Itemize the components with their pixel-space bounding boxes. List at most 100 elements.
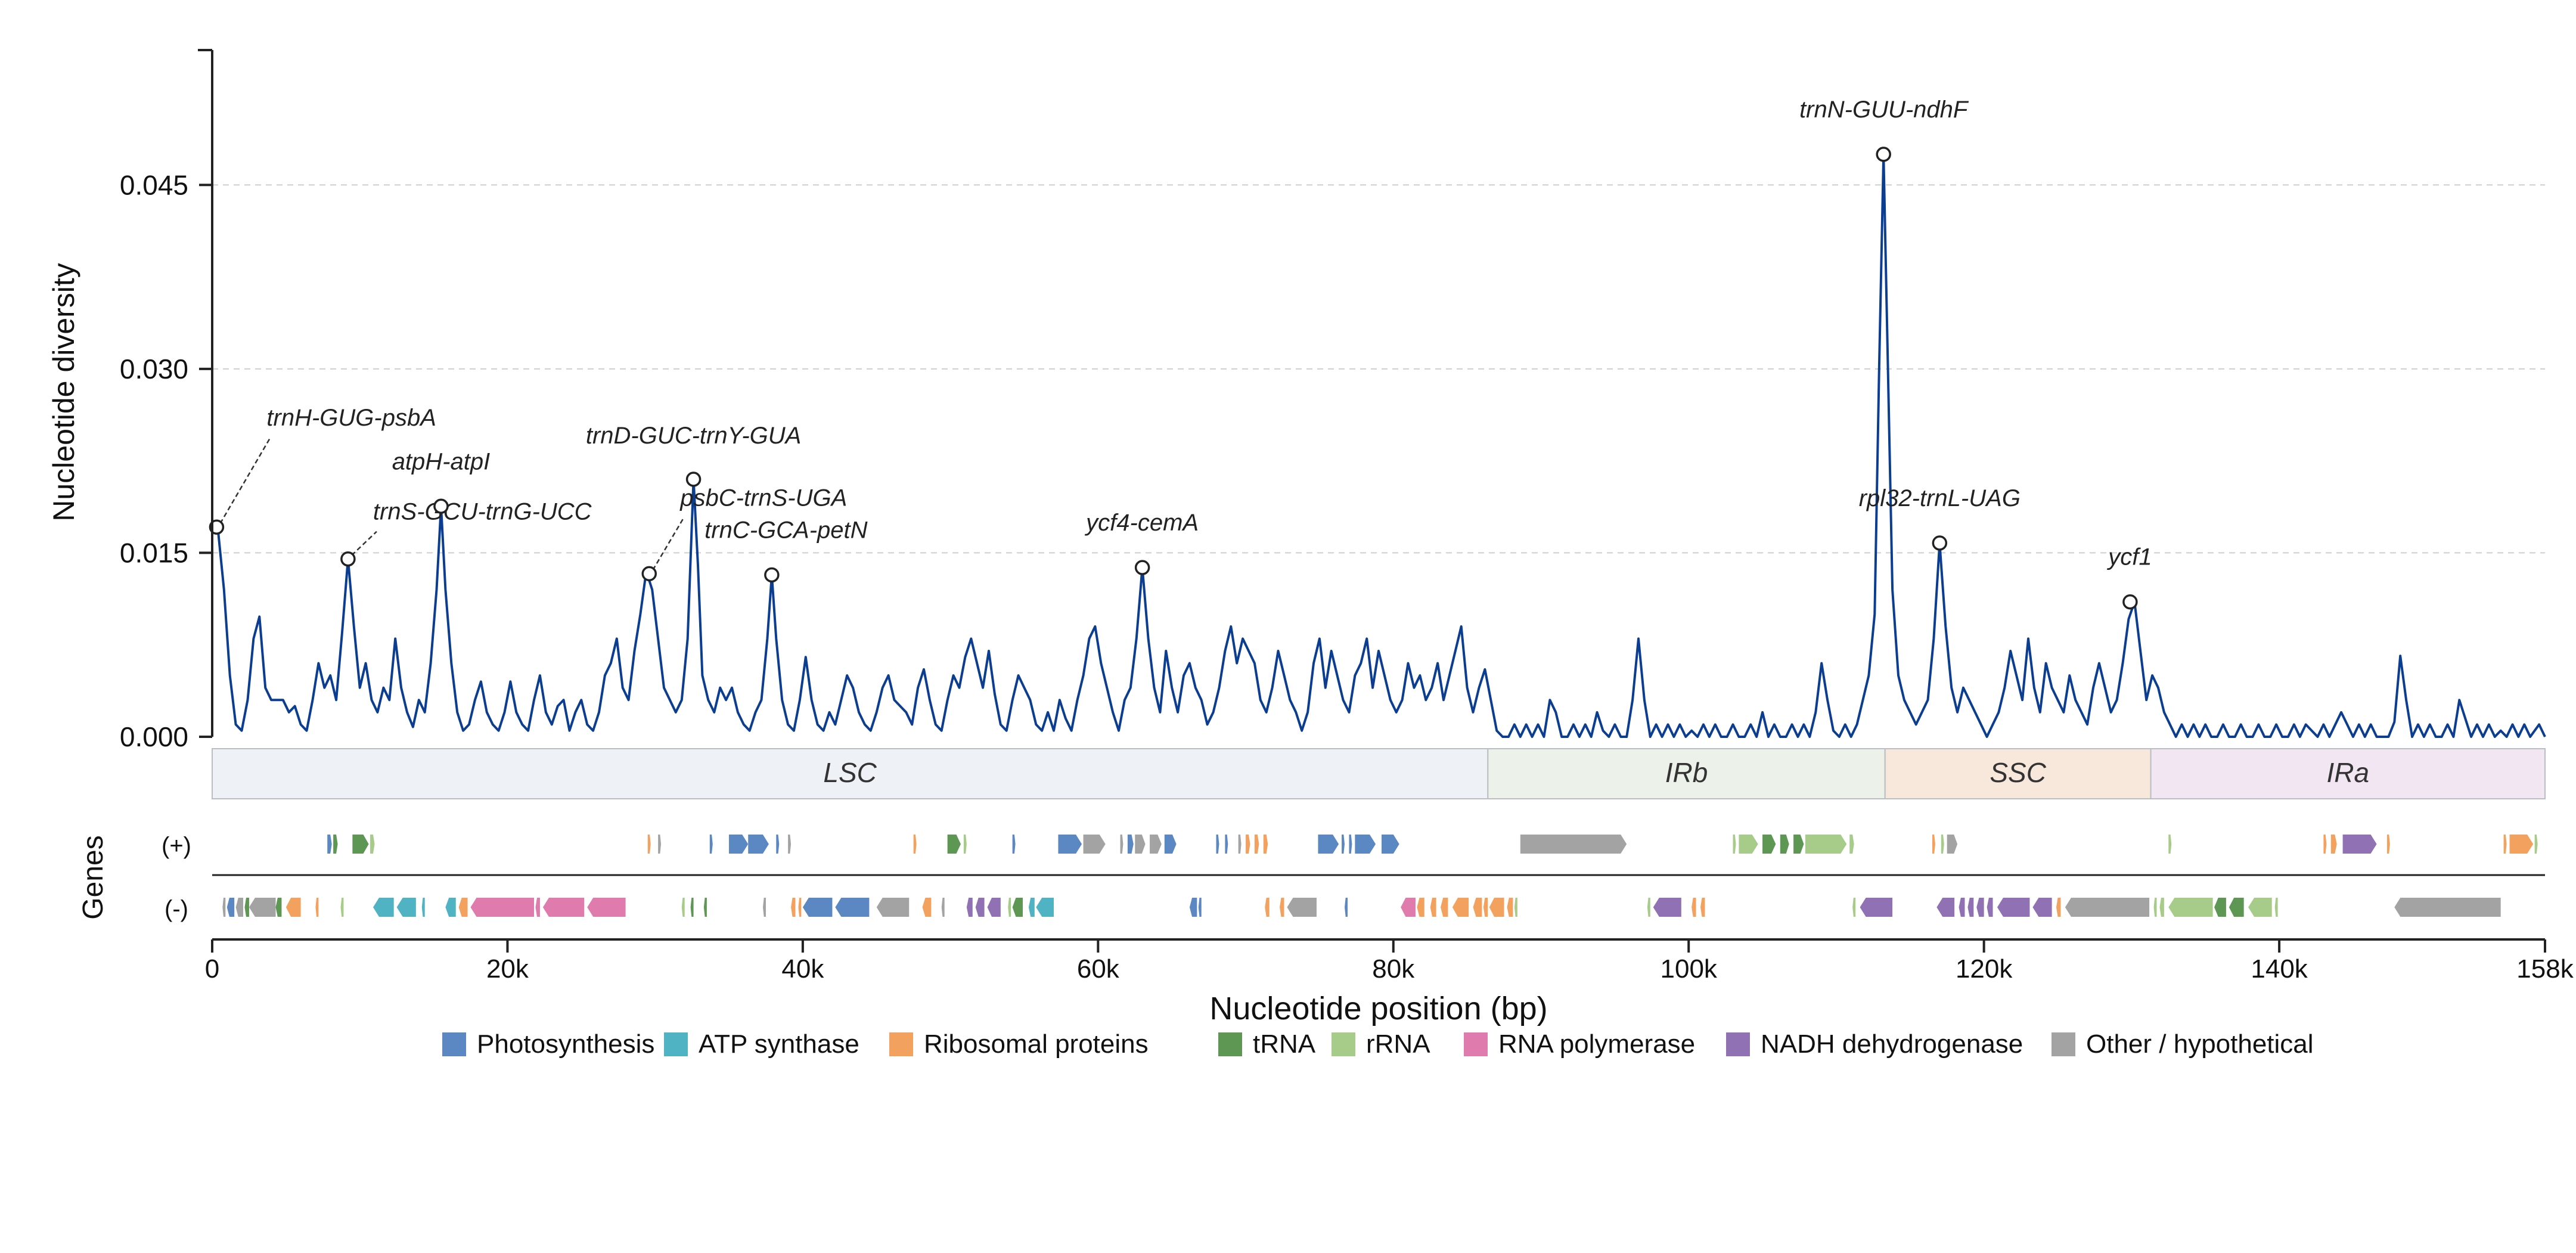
peak-marker — [764, 567, 780, 583]
legend-swatch — [2052, 1032, 2075, 1056]
gene-minus-strand — [1987, 898, 1993, 917]
gene-minus-strand — [445, 898, 456, 917]
gene-plus-strand — [1127, 835, 1134, 854]
gene-plus-strand — [1058, 835, 1082, 854]
gene-plus-strand — [2330, 835, 2337, 854]
gene-minus-strand — [1287, 898, 1317, 917]
gene-minus-strand — [798, 898, 802, 917]
gene-plus-strand — [1733, 835, 1736, 854]
gene-plus-strand — [1793, 835, 1804, 854]
region-ira — [2150, 748, 2546, 799]
legend-label: Other / hypothetical — [2086, 1029, 2314, 1059]
gene-minus-strand — [966, 898, 973, 917]
gene-minus-strand — [458, 898, 468, 917]
peak-label: atpH-atpI — [392, 448, 491, 474]
gene-plus-strand — [1342, 835, 1345, 854]
gene-minus-strand — [1008, 898, 1011, 917]
gene-minus-strand — [1507, 898, 1513, 917]
gene-minus-strand — [802, 898, 833, 917]
gene-minus-strand — [1345, 898, 1348, 917]
gene-minus-strand — [1997, 898, 2030, 917]
gene-plus-strand — [1246, 835, 1250, 854]
gene-minus-strand — [2056, 898, 2061, 917]
gene-minus-strand — [226, 898, 235, 917]
gene-minus-strand — [373, 898, 394, 917]
region-ssc — [1884, 748, 2152, 799]
x-tick-label: 20k — [486, 954, 529, 984]
peak-label: trnS-GCU-trnG-UCC — [373, 499, 592, 525]
x-tick-label: 60k — [1077, 954, 1120, 984]
gene-plus-strand — [1225, 835, 1228, 854]
legend-swatch — [664, 1032, 688, 1056]
x-tick-label: 140k — [2251, 954, 2308, 984]
gene-minus-strand — [1514, 898, 1517, 917]
gene-minus-strand — [275, 898, 282, 917]
gene-plus-strand — [913, 835, 917, 854]
gene-minus-strand — [987, 898, 1001, 917]
gene-minus-strand — [1189, 898, 1197, 917]
peak-label: psbC-trnS-UGA — [679, 485, 847, 511]
gene-minus-strand — [975, 898, 985, 917]
gene-minus-strand — [470, 898, 535, 917]
gene-minus-strand — [1430, 898, 1436, 917]
region-label: SSC — [1990, 757, 2046, 788]
region-irb — [1487, 748, 1886, 799]
gene-plus-strand — [327, 835, 332, 854]
legend-swatch — [889, 1032, 913, 1056]
gene-minus-strand — [1265, 898, 1270, 917]
gene-minus-strand — [1452, 898, 1469, 917]
legend-swatch — [1726, 1032, 1750, 1056]
gene-plus-strand — [647, 835, 651, 854]
gene-minus-strand — [235, 898, 244, 917]
gene-minus-strand — [703, 898, 707, 917]
gene-minus-strand — [2168, 898, 2213, 917]
gene-plus-strand — [1355, 835, 1376, 854]
gene-minus-strand — [1653, 898, 1681, 917]
peak-leader-line — [351, 531, 377, 556]
peak-marker — [2122, 594, 2138, 610]
gene-plus-strand — [1254, 835, 1259, 854]
gene-plus-strand — [1012, 835, 1016, 854]
gene-minus-strand — [340, 898, 344, 917]
gene-plus-strand — [1941, 835, 1944, 854]
gene-minus-strand — [681, 898, 685, 917]
gene-minus-strand — [2159, 898, 2164, 917]
gene-minus-strand — [421, 898, 425, 917]
region-label: LSC — [823, 757, 877, 788]
gene-minus-strand — [1198, 898, 1202, 917]
gene-minus-strand — [835, 898, 870, 917]
gene-minus-strand — [249, 898, 276, 917]
gene-plus-strand — [748, 835, 769, 854]
peak-label: ycf1 — [2106, 544, 2152, 570]
region-lsc — [212, 748, 1489, 799]
gridlines — [212, 184, 2545, 554]
gene-minus-strand — [2153, 898, 2157, 917]
gene-minus-strand — [1401, 898, 1416, 917]
gene-plus-strand — [2509, 835, 2534, 854]
gene-tracks — [222, 835, 2538, 917]
peak-marker — [685, 472, 702, 487]
gene-plus-strand — [1947, 835, 1958, 854]
peak-label: ycf4-cemA — [1084, 510, 1199, 536]
gene-plus-strand — [1318, 835, 1339, 854]
peak-label: rpl32-trnL-UAG — [1859, 485, 2021, 511]
gene-minus-strand — [1441, 898, 1448, 917]
gene-plus-strand — [2534, 835, 2538, 854]
gene-plus-strand — [1216, 835, 1219, 854]
gene-minus-strand — [2274, 898, 2278, 917]
gene-plus-strand — [1349, 835, 1352, 854]
legend-label: Ribosomal proteins — [924, 1029, 1149, 1059]
gene-plus-strand — [2503, 835, 2507, 854]
gene-minus-strand — [2214, 898, 2226, 917]
gene-minus-strand — [1967, 898, 1974, 917]
peak-marker — [1876, 147, 1891, 162]
axes: 0.000 0.015 0.030 0.045 0 20k 40k 60k 80k 100k 120… — [120, 49, 2574, 984]
gene-plus-strand — [1135, 835, 1146, 854]
peak-leader-line — [219, 437, 271, 524]
y-tick-label: 0.030 — [120, 353, 188, 384]
gene-minus-strand — [244, 898, 249, 917]
gene-plus-strand — [788, 835, 792, 854]
gene-minus-strand — [1489, 898, 1504, 917]
y-axis-label: Nucleotide diversity — [47, 263, 80, 522]
